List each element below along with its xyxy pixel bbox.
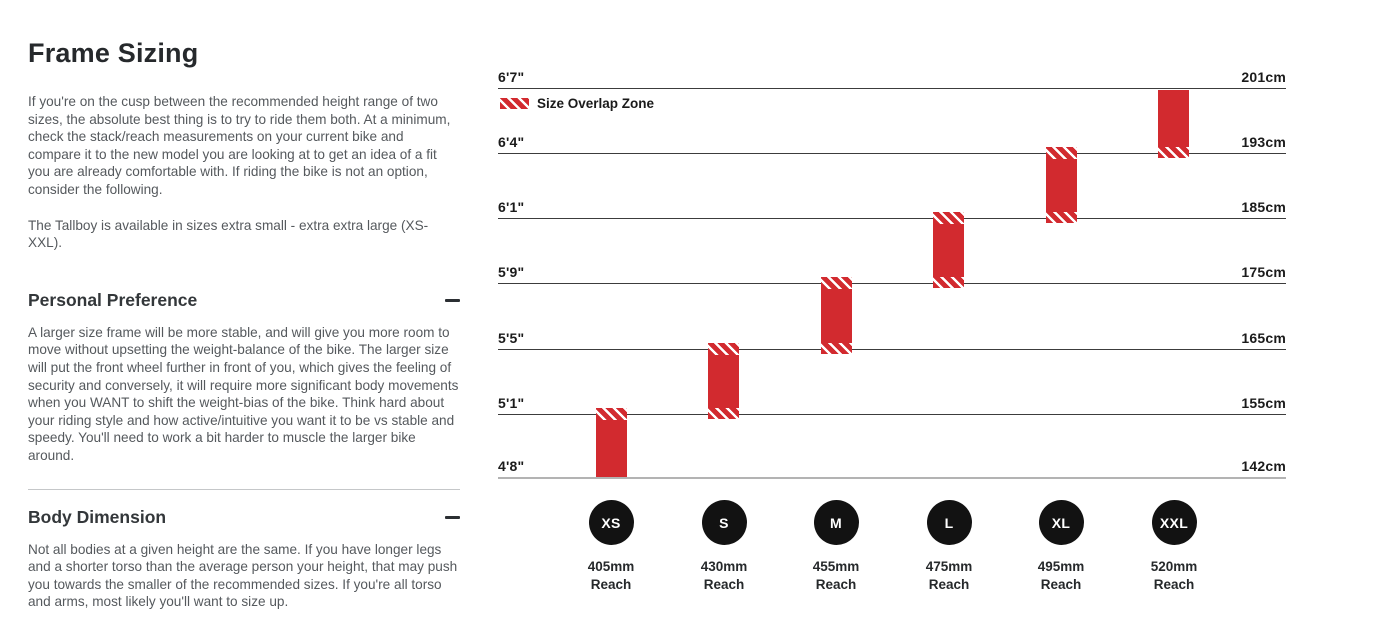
- reach-label: 520mm Reach: [1129, 558, 1219, 594]
- height-tick-label: 6'7": [498, 69, 525, 85]
- legend-size-overlap-zone: Size Overlap Zone: [500, 96, 654, 111]
- reach-word: Reach: [703, 577, 745, 592]
- overlap-zone-bottom: [708, 408, 739, 419]
- range-bar-xxl: [1158, 90, 1189, 158]
- gridline: [498, 283, 1286, 284]
- reach-value: 495mm: [1037, 559, 1085, 574]
- size-badge-xs: XS: [588, 500, 634, 545]
- range-bar-m: [821, 277, 852, 354]
- size-badge-s: S: [701, 500, 747, 545]
- reach-label: 475mm Reach: [904, 558, 994, 594]
- availability-paragraph: The Tallboy is available in sizes extra …: [28, 217, 429, 251]
- reach-value: 430mm: [700, 559, 748, 574]
- section-title-body-dimension: Body Dimension: [28, 506, 167, 527]
- overlap-zone-bottom: [821, 343, 852, 354]
- cm-tick-label: 175cm: [1241, 264, 1286, 280]
- height-tick-label: 5'9": [498, 264, 525, 280]
- size-badge-m: M: [813, 500, 859, 545]
- gridline: [498, 153, 1286, 154]
- reach-word: Reach: [1040, 577, 1082, 592]
- reach-label: 405mm Reach: [566, 558, 656, 594]
- collapse-minus-icon[interactable]: [445, 510, 460, 525]
- reach-word: Reach: [1153, 577, 1195, 592]
- height-tick-label: 5'1": [498, 395, 525, 411]
- reach-label: 495mm Reach: [1016, 558, 1106, 594]
- cm-tick-label: 193cm: [1241, 134, 1286, 150]
- reach-word: Reach: [928, 577, 970, 592]
- overlap-zone-bottom: [1158, 147, 1189, 158]
- size-item-s: S 430mm Reach: [679, 500, 769, 594]
- overlap-zone-top: [933, 212, 964, 224]
- gridline: [498, 88, 1286, 89]
- cm-tick-label: 201cm: [1241, 69, 1286, 85]
- intro-paragraph: If you're on the cusp between the recomm…: [28, 94, 451, 197]
- personal-preference-paragraph: A larger size frame will be more stable,…: [28, 324, 459, 463]
- overlap-zone-top: [1046, 147, 1077, 159]
- size-badge-xl: XL: [1038, 500, 1084, 545]
- size-item-xl: XL 495mm Reach: [1016, 500, 1106, 594]
- cm-tick-label: 142cm: [1241, 458, 1286, 474]
- section-title-personal-preference: Personal Preference: [28, 289, 198, 310]
- reach-label: 455mm Reach: [791, 558, 881, 594]
- size-item-xxl: XXL 520mm Reach: [1129, 500, 1219, 594]
- reach-word: Reach: [590, 577, 632, 592]
- height-tick-label: 5'5": [498, 330, 525, 346]
- minus-icon: [445, 298, 460, 302]
- cm-tick-label: 155cm: [1241, 395, 1286, 411]
- range-bar-xl: [1046, 147, 1077, 223]
- section-divider: [28, 488, 460, 490]
- range-bar-s: [708, 343, 739, 419]
- size-item-l: L 475mm Reach: [904, 500, 994, 594]
- reach-value: 520mm: [1150, 559, 1198, 574]
- height-tick-label: 6'1": [498, 199, 525, 215]
- reach-value: 405mm: [587, 559, 635, 574]
- gridline: [498, 349, 1286, 350]
- size-item-m: M 455mm Reach: [791, 500, 881, 594]
- height-tick-label: 6'4": [498, 134, 525, 150]
- sizing-text-column: Frame Sizing If you're on the cusp betwe…: [28, 38, 460, 624]
- overlap-zone-top: [821, 277, 852, 289]
- body-dimension-paragraph: Not all bodies at a given height are the…: [28, 541, 458, 610]
- gridline: [498, 414, 1286, 415]
- accordion-header-personal-preference[interactable]: Personal Preference: [28, 290, 460, 311]
- gridline: [498, 218, 1286, 219]
- size-item-xs: XS 405mm Reach: [566, 500, 656, 594]
- minus-icon: [445, 515, 460, 519]
- overlap-zone-bottom: [1046, 212, 1077, 223]
- cm-tick-label: 165cm: [1241, 330, 1286, 346]
- reach-word: Reach: [815, 577, 857, 592]
- gridline: [498, 477, 1286, 479]
- collapse-minus-icon[interactable]: [445, 293, 460, 308]
- size-badge-xxl: XXL: [1151, 500, 1197, 545]
- legend-label: Size Overlap Zone: [537, 96, 655, 111]
- height-tick-label: 4'8": [498, 458, 525, 474]
- overlap-zone-top: [708, 343, 739, 355]
- overlap-hatch-swatch-icon: [500, 98, 529, 109]
- accordion-header-body-dimension[interactable]: Body Dimension: [28, 507, 460, 528]
- overlap-zone-top: [596, 408, 627, 420]
- reach-value: 455mm: [812, 559, 860, 574]
- overlap-zone-bottom: [933, 277, 964, 288]
- range-bar-l: [933, 212, 964, 288]
- reach-value: 475mm: [925, 559, 973, 574]
- range-bar-xs: [596, 408, 627, 477]
- size-badge-l: L: [926, 500, 972, 545]
- page-title: Frame Sizing: [28, 38, 199, 68]
- reach-label: 430mm Reach: [679, 558, 769, 594]
- cm-tick-label: 185cm: [1241, 199, 1286, 215]
